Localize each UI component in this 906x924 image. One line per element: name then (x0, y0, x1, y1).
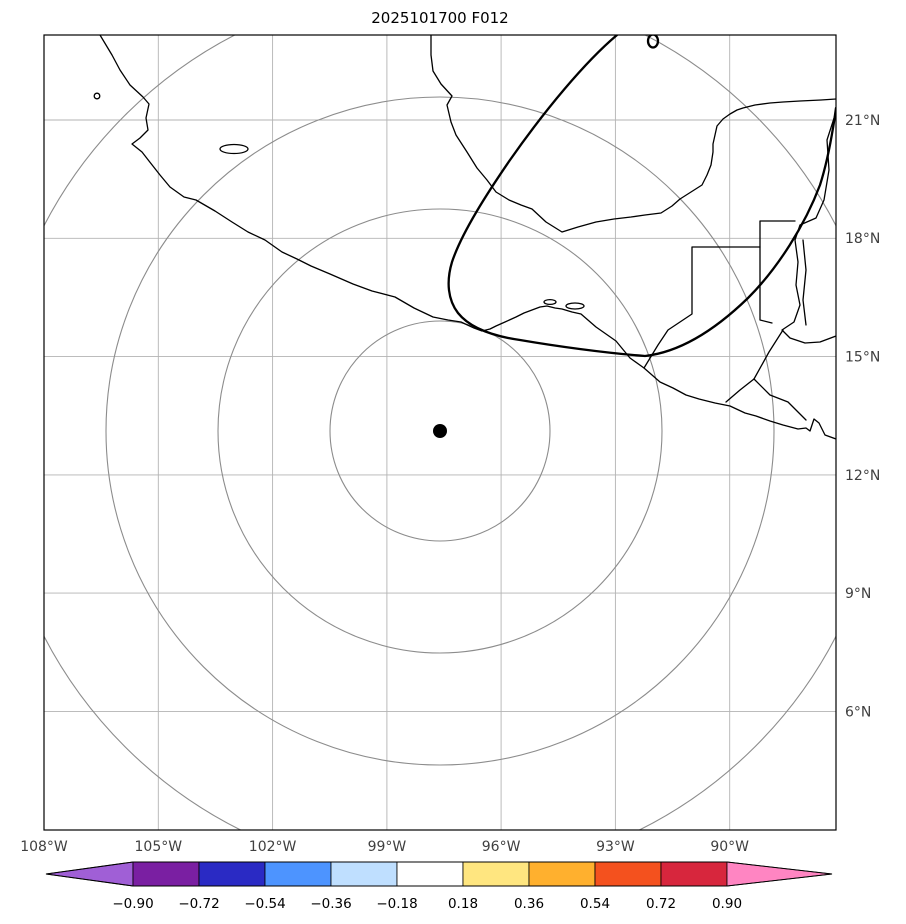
colorbar-tick-label: −0.72 (178, 896, 219, 912)
islas-marias-island (93, 92, 101, 100)
colorbar-tick-label: 0.72 (646, 896, 676, 912)
lon-tick-label: 99°W (368, 839, 407, 855)
colorbar-tick-label: 0.36 (514, 896, 544, 912)
border-elsalvador-honduras (753, 378, 807, 421)
coastline-pacific (99, 35, 836, 440)
lon-tick-label: 90°W (710, 839, 749, 855)
lon-tick-label: 105°W (135, 839, 183, 855)
range-rings (44, 35, 836, 830)
border-guatemala-elsalvador (725, 378, 755, 403)
colorbar-segment (594, 861, 662, 887)
lat-tick-labels: 21°N 18°N 15°N 12°N 9°N 6°N (845, 113, 880, 721)
colorbar-tick-label: 0.54 (580, 896, 610, 912)
coastlines (93, 35, 836, 440)
colorbar-under-arrow (45, 861, 134, 887)
coastline-gulf (430, 35, 836, 233)
colorbar-segment (462, 861, 530, 887)
lon-tick-labels: 108°W 105°W 102°W 99°W 96°W 93°W 90°W (20, 839, 749, 855)
colorbar-segment (264, 861, 332, 887)
colorbar: −0.90 −0.72 −0.54 −0.36 −0.18 0.18 0.36 … (45, 861, 833, 912)
lat-tick-label: 6°N (845, 705, 871, 721)
colorbar-tick-label: 0.90 (712, 896, 742, 912)
colorbar-tick-labels: −0.90 −0.72 −0.54 −0.36 −0.18 0.18 0.36 … (112, 896, 742, 912)
colorbar-tick-label: −0.36 (310, 896, 351, 912)
contour-loop (646, 35, 660, 49)
colorbar-outline (45, 861, 833, 887)
lake-chapala (219, 143, 249, 155)
lat-tick-label: 18°N (845, 231, 880, 247)
plot-title: 2025101700 F012 (371, 9, 508, 27)
colorbar-segment (660, 861, 728, 887)
colorbar-segment (330, 861, 398, 887)
colorbar-segment (198, 861, 266, 887)
lat-tick-label: 12°N (845, 468, 880, 484)
contour-line (447, 35, 836, 358)
colorbar-segment (528, 861, 596, 887)
colorbar-segment (132, 861, 200, 887)
coastline-caribbean (781, 111, 836, 344)
lagoon-superior (565, 302, 585, 310)
lat-tick-label: 9°N (845, 586, 871, 602)
lon-tick-label: 108°W (20, 839, 68, 855)
lon-tick-label: 93°W (596, 839, 635, 855)
contour-group (447, 35, 836, 358)
colorbar-tick-label: 0.18 (448, 896, 478, 912)
lat-tick-label: 21°N (845, 113, 880, 129)
coastline-belize-reef (802, 239, 807, 326)
lagoon-inferior (543, 298, 557, 306)
center-marker (433, 424, 447, 438)
colorbar-tick-label: −0.54 (244, 896, 285, 912)
lon-tick-label: 102°W (249, 839, 297, 855)
axes-frame (43, 34, 837, 831)
border-belize-guatemala (759, 246, 773, 324)
colorbar-tick-label: −0.90 (112, 896, 153, 912)
border-mexico-guatemala (643, 220, 796, 369)
colorbar-tick-label: −0.18 (376, 896, 417, 912)
lon-tick-label: 96°W (482, 839, 521, 855)
graticule-grid (44, 35, 836, 830)
lat-tick-label: 15°N (845, 350, 880, 366)
border-guatemala-honduras (753, 329, 784, 380)
colorbar-over-arrow (726, 861, 833, 887)
colorbar-segment (396, 861, 464, 887)
